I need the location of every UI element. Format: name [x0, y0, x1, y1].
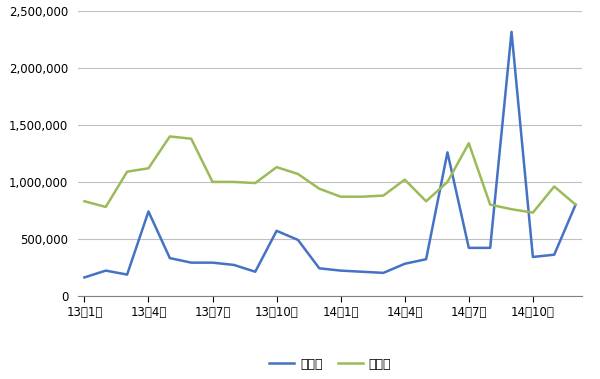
輸出額: [251, 269, 259, 274]
輸出額: [551, 252, 558, 257]
Legend: 輸出額, 輸入額: 輸出額, 輸入額: [264, 353, 396, 376]
輸出額: [124, 272, 131, 277]
輸出額: [422, 257, 430, 262]
輸出額: [529, 255, 536, 259]
輸出額: [316, 266, 323, 271]
輸入額: [508, 207, 515, 211]
輸入額: [337, 194, 344, 199]
輸出額: [230, 263, 238, 267]
輸入額: [529, 210, 536, 215]
輸入額: [401, 177, 409, 182]
輸入額: [444, 180, 451, 184]
輸出額: [465, 246, 472, 250]
輸出額: [166, 256, 173, 260]
輸出額: [380, 271, 387, 275]
輸出額: [81, 275, 88, 280]
輸入額: [295, 172, 302, 176]
輸出額: [295, 238, 302, 242]
輸入額: [251, 181, 259, 185]
輸入額: [81, 199, 88, 204]
輸入額: [358, 194, 365, 199]
輸入額: [124, 169, 131, 174]
輸入額: [166, 134, 173, 139]
輸出額: [508, 30, 515, 34]
輸入額: [102, 205, 109, 209]
輸出額: [358, 269, 365, 274]
輸出額: [444, 150, 451, 155]
Line: 輸入額: 輸入額: [85, 136, 575, 213]
輸出額: [337, 268, 344, 273]
輸出額: [487, 246, 494, 250]
輸入額: [465, 141, 472, 146]
輸出額: [145, 209, 152, 214]
輸入額: [188, 136, 195, 141]
輸出額: [188, 260, 195, 265]
輸入額: [487, 202, 494, 207]
輸入額: [572, 202, 579, 207]
輸入額: [316, 186, 323, 191]
輸入額: [380, 193, 387, 198]
輸入額: [273, 165, 280, 169]
輸出額: [209, 260, 216, 265]
輸入額: [145, 166, 152, 171]
輸出額: [102, 268, 109, 273]
輸入額: [422, 199, 430, 204]
輸入額: [230, 180, 238, 184]
輸出額: [572, 202, 579, 207]
輸出額: [273, 229, 280, 233]
輸出額: [401, 262, 409, 266]
輸入額: [551, 184, 558, 189]
Line: 輸出額: 輸出額: [85, 32, 575, 277]
輸入額: [209, 180, 216, 184]
